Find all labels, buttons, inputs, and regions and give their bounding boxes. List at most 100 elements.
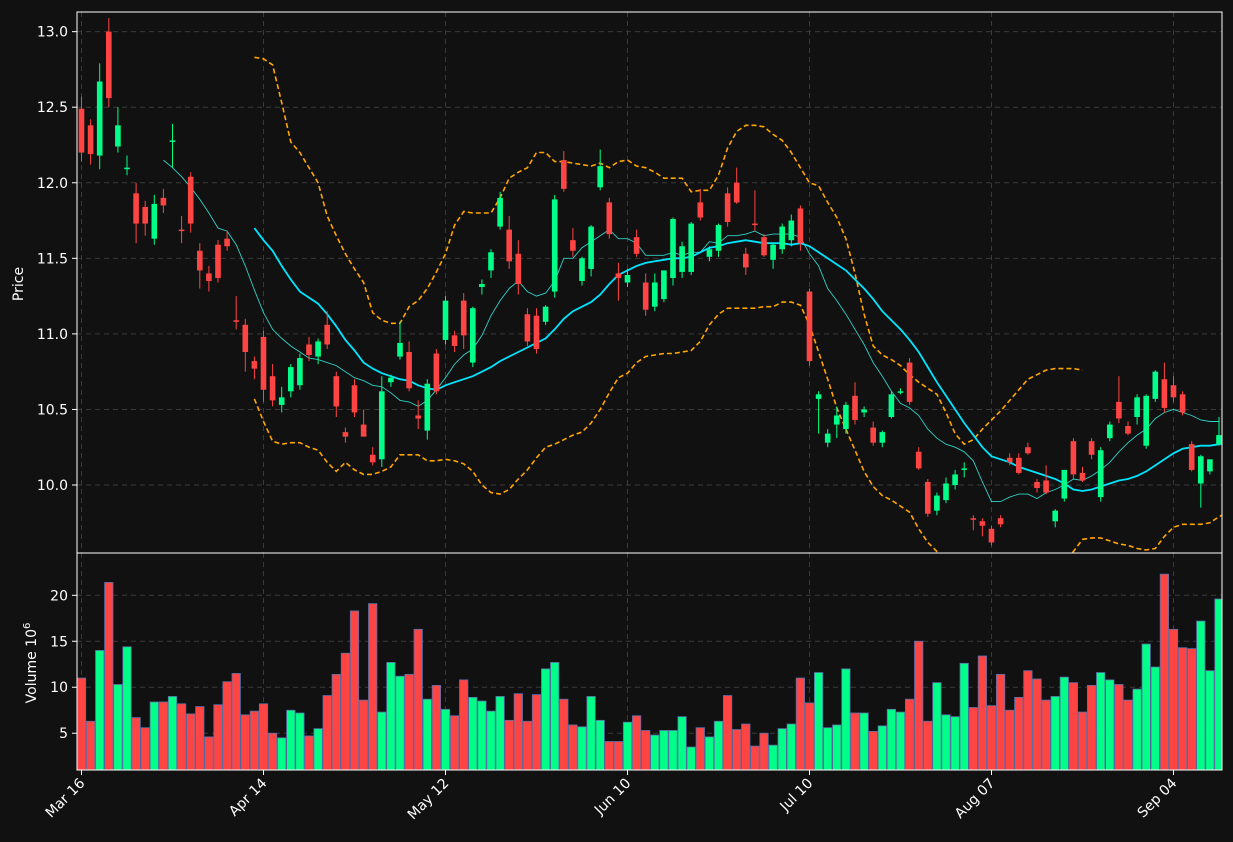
candle-body [524,314,531,342]
volume-bar [677,716,687,770]
volume-axis-label-exponent: 6 [22,623,33,629]
candle-body [961,468,967,470]
candle-body [470,308,476,363]
candle-body [78,108,85,153]
volume-bar [1159,573,1169,770]
price-tick-label: 12.0 [37,176,68,192]
volume-bar [122,646,132,770]
volume-bar [1023,670,1033,770]
volume-bar [604,741,614,770]
candle-body [761,237,767,256]
candle-body [369,454,376,463]
volume-bar [404,673,414,770]
volume-bar [950,716,960,770]
volume-bar [1014,696,1024,770]
candle-body [934,495,940,511]
volume-bar [923,720,933,770]
candle-body [224,238,230,247]
candle-body [752,223,758,226]
candle-body [160,197,167,206]
candle-body [315,341,321,357]
volume-bar [422,698,432,770]
volume-bar [449,715,460,770]
price-tick-label: 10.5 [37,402,68,418]
volume-bar [713,720,724,770]
candle-body [1070,441,1077,475]
candle-body [1025,447,1031,454]
candle-body [251,361,258,369]
price-axis-label: Price [11,267,27,301]
candle-body [797,208,804,244]
volume-tick-label: 10 [50,680,68,696]
volume-bar [1114,684,1124,770]
volume-bar [395,675,405,770]
volume-bar [249,710,259,770]
candle-body [988,528,995,543]
volume-panel-frame [76,552,1223,771]
volume-bar [586,696,596,770]
candle-body [415,415,421,419]
candle-body [542,306,549,322]
candle-body [570,240,576,251]
volume-bar [650,734,660,770]
candle-body [124,167,130,170]
candle-body [897,391,904,393]
candle-body [197,250,203,271]
candle-body [133,193,139,224]
candle-body [706,249,713,257]
volume-bar [504,719,514,770]
bollinger-lower-line [253,301,1222,553]
candle-body [424,383,431,431]
candle-body [278,397,285,405]
volume-bar [104,582,114,770]
volume-bar [295,712,305,770]
candle-body [1198,456,1204,484]
candle-body [187,176,194,224]
candle-body [906,362,913,402]
candle-body [242,324,249,353]
volume-bar [440,708,451,770]
candle-body [1143,395,1149,446]
candle-body [169,140,176,142]
volume-tick-label: 5 [59,726,68,742]
candle-body [624,274,631,283]
volume-bar [495,696,505,770]
candle-body [333,376,340,407]
volume-bar [895,711,906,770]
volume-bar [541,668,551,770]
candle-body [1152,371,1159,399]
candle-body [1016,457,1022,473]
volume-bar [331,673,341,770]
volume-y-ticks: 5 10 15 20 [50,588,77,742]
candle-body [1034,481,1040,489]
volume-bar [86,720,96,770]
volume-bar [932,682,942,770]
volume-bar [832,724,842,770]
candle-body [515,253,522,285]
candle-body [852,395,858,421]
candle-body [806,291,813,362]
volume-bar [77,677,87,770]
volume-bar [986,705,997,770]
volume-bar [768,744,778,770]
candle-body [406,352,412,389]
volume-bar [213,704,223,770]
candle-body [834,415,840,425]
candle-body [770,244,776,260]
volume-bar [95,650,105,770]
candle-body [288,367,294,392]
volume-panel: 5 10 15 20 Volume 106 [22,552,1223,771]
candle-body [652,282,658,307]
volume-bar [304,735,314,770]
candle-body [1134,397,1140,417]
volume-bar [231,673,241,770]
candle-body [1097,450,1104,498]
candle-body [1125,426,1131,434]
volume-bar [431,685,442,770]
volume-bar [204,736,214,770]
volume-bar [568,724,578,770]
volume-bar [140,727,150,770]
volume-bar [1205,670,1215,770]
volume-bar [1105,679,1115,770]
candle-body [788,220,795,241]
